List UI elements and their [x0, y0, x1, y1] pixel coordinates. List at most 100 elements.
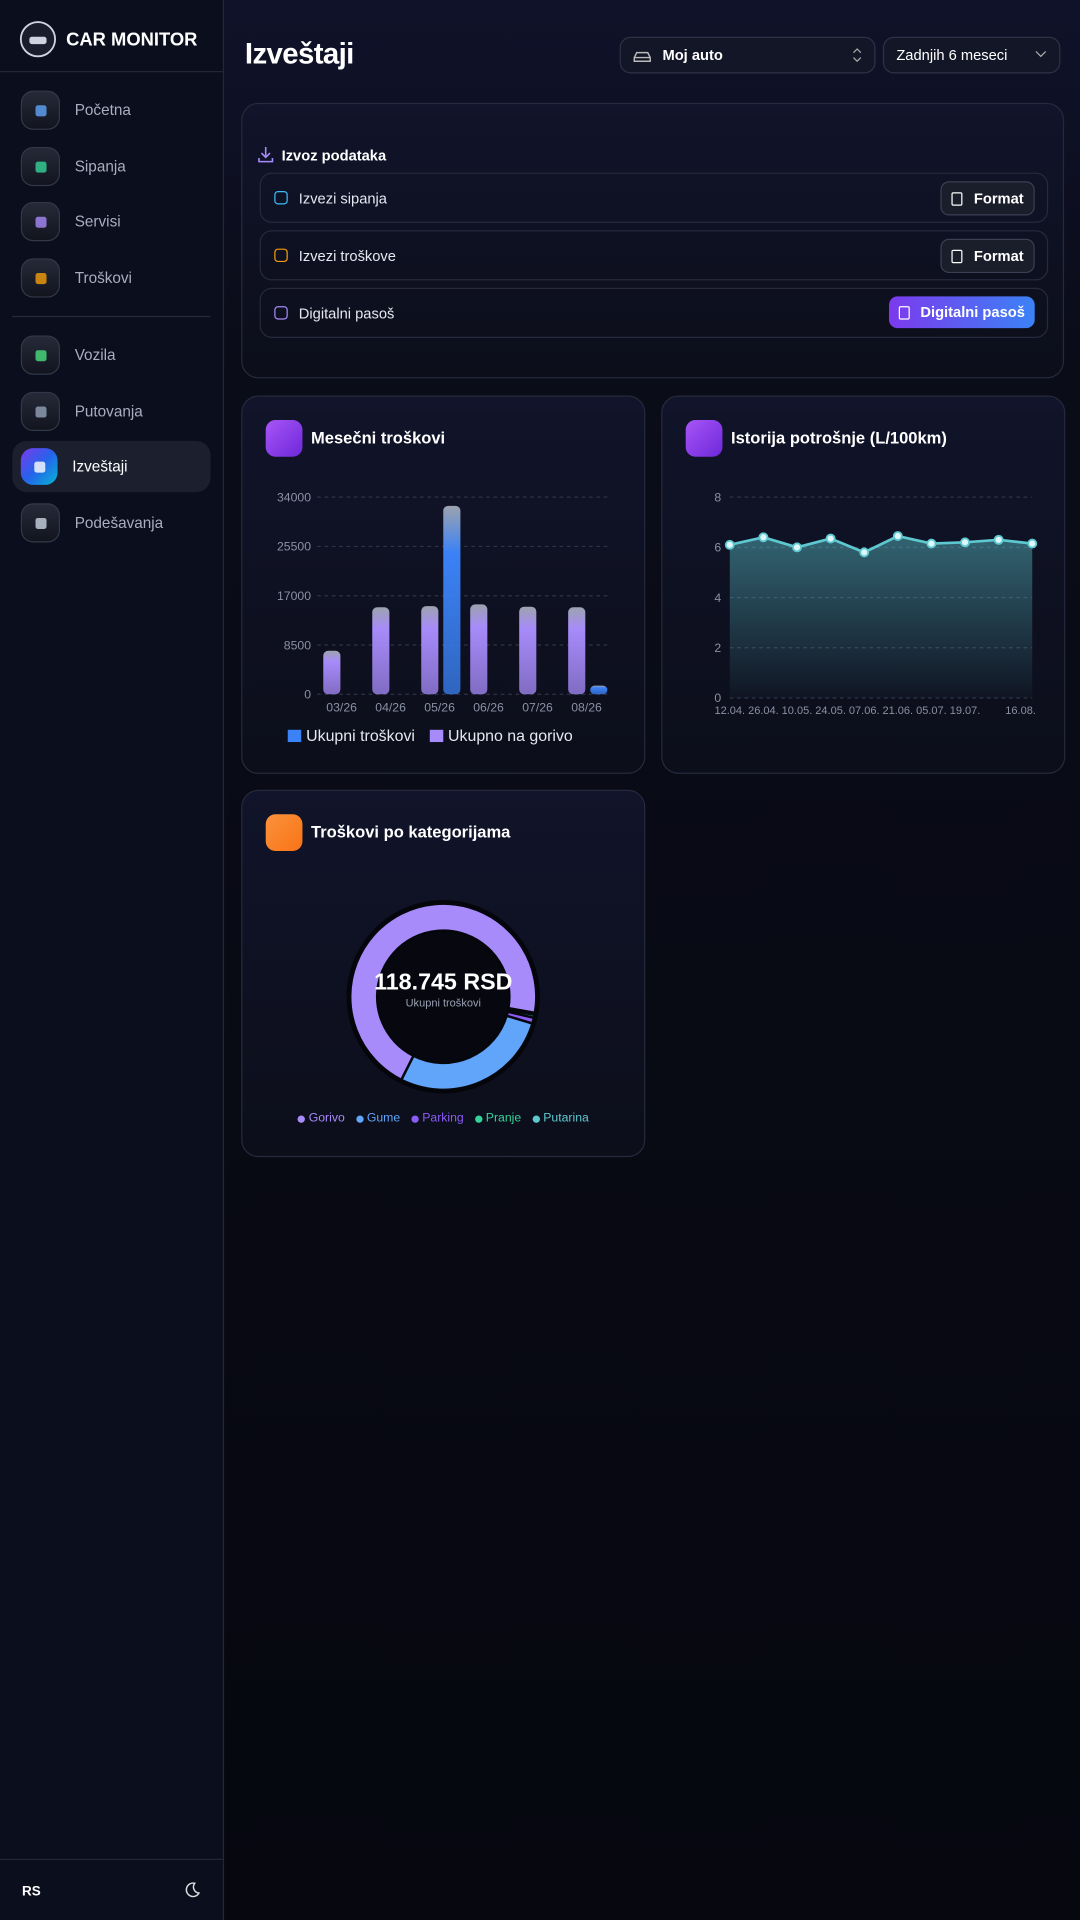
theme-toggle[interactable]: [184, 1881, 201, 1898]
nav-label: Vozila: [74, 346, 116, 364]
x-tick-label: 16.08.: [1005, 705, 1036, 717]
chart-title: Troškovi po kategorijama: [311, 822, 511, 842]
nav-icon: [20, 503, 61, 543]
logo: [19, 21, 57, 58]
y-tick-label: 8: [714, 490, 721, 504]
nav-item[interactable]: Putovanja: [12, 386, 210, 437]
y-tick-label: 17000: [277, 589, 311, 603]
row-label: Digitalni pasoš: [298, 304, 395, 322]
x-tick-label: 05.07.: [916, 705, 947, 717]
export-title: Izvoz podataka: [281, 146, 387, 165]
export-card: Izvoz podataka Izvezi sipanja Format Izvez…: [241, 102, 1065, 379]
bar: [519, 606, 537, 695]
point: [892, 531, 903, 542]
export-button[interactable]: Format: [940, 181, 1035, 216]
y-tick-label: 34000: [277, 490, 311, 504]
y-tick-label: 6: [714, 541, 721, 555]
legend-label: Putarina: [543, 1111, 589, 1126]
chart-icon: [265, 420, 303, 457]
nav-item[interactable]: Vozila: [12, 329, 210, 380]
nav-label: Početna: [74, 101, 131, 119]
legend: Gorivo Gume Parking Pranje Putarina: [242, 1112, 644, 1125]
divider: [0, 71, 223, 73]
nav-glyph: [34, 216, 46, 228]
x-tick-label: 06/26: [473, 700, 504, 714]
nav-glyph: [34, 405, 46, 417]
nav-glyph: [34, 272, 46, 284]
page-title: Izveštaji: [244, 37, 354, 72]
nav-item[interactable]: Početna: [12, 84, 210, 135]
x-tick-label: 12.04.: [714, 705, 745, 717]
app-title: CAR MONITOR: [66, 29, 198, 51]
nav-glyph: [34, 161, 46, 173]
chart-card: Istorija potrošnje (L/100km) 0 2 4 6 8 12.04. 2…: [661, 395, 1066, 774]
y-tick-label: 2: [714, 641, 721, 655]
nav-icon: [20, 90, 61, 130]
y-tick-label: 4: [714, 591, 721, 605]
period-select[interactable]: Zadnjih 6 meseci: [882, 36, 1061, 74]
nav-label: Sipanja: [74, 157, 126, 176]
x-tick-label: 19.07.: [950, 705, 981, 717]
button-label: Format: [973, 189, 1024, 207]
legend-label: Gume: [366, 1111, 401, 1126]
chart-card: Troškovi po kategorijama 118.745 RSD Ukupn…: [241, 789, 646, 1158]
nav-item[interactable]: Troškovi: [12, 252, 210, 303]
legend-item: Gorivo: [297, 1112, 345, 1125]
x-tick-label: 05/26: [424, 700, 455, 714]
chart-title: Istorija potrošnje (L/100km): [731, 428, 947, 447]
car-icon: [633, 51, 651, 62]
row-icon: [274, 306, 288, 320]
export-row: Izvezi sipanja Format: [259, 172, 1049, 223]
divider: [0, 1858, 223, 1861]
row-icon: [274, 248, 288, 263]
x-tick-label: 10.05.: [782, 705, 813, 717]
nav-item[interactable]: Izveštaji: [12, 440, 211, 493]
slice: [506, 1006, 537, 1017]
export-row: Digitalni pasoš Digitalni pasoš: [259, 287, 1049, 338]
legend-label: Pranje: [485, 1111, 522, 1126]
bar: [421, 606, 439, 695]
point: [926, 538, 937, 549]
row-icon: [274, 191, 288, 205]
nav-glyph: [34, 104, 46, 116]
language[interactable]: RS: [22, 1884, 41, 1900]
nav-item[interactable]: Podešavanja: [12, 497, 210, 548]
button-icon: [951, 191, 963, 206]
nav-icon: [20, 391, 61, 432]
bar: [590, 685, 608, 695]
legend-label: Parking: [422, 1111, 464, 1126]
legend-item: Putarina: [532, 1112, 589, 1125]
line: [729, 534, 1033, 554]
bar: [568, 607, 586, 695]
nav-icon: [20, 202, 61, 242]
nav-glyph: [33, 461, 45, 473]
slice: [399, 1014, 534, 1091]
export-button[interactable]: Digitalni pasoš: [888, 296, 1035, 329]
x-tick-label: 07/26: [522, 700, 553, 714]
y-tick-label: 0: [304, 688, 311, 702]
point: [758, 532, 769, 543]
chart-title: Mesečni troškovi: [311, 428, 446, 447]
nav-label: Podešavanja: [74, 514, 164, 532]
export-button[interactable]: Format: [940, 238, 1035, 274]
legend: Ukupni troškovi Ukupno na gorivo: [287, 726, 573, 744]
nav-item[interactable]: Servisi: [12, 196, 210, 247]
nav-icon: [20, 258, 61, 298]
bar: [443, 505, 461, 695]
y-tick-label: 25500: [277, 540, 311, 554]
x-tick-label: 26.04.: [748, 705, 779, 717]
chart: 0 2 4 6 8 12.04. 26.04. 10.05. 24.05. 07.06. 21.06…: [714, 490, 1038, 717]
nav-label: Putovanja: [74, 402, 143, 421]
nav-item[interactable]: Sipanja: [12, 141, 210, 192]
button-label: Digitalni pasoš: [920, 303, 1025, 321]
center-sublabel: Ukupni troškovi: [406, 998, 481, 1010]
vehicle-select[interactable]: Moj auto: [619, 36, 876, 74]
point: [993, 534, 1004, 545]
download-icon: [258, 146, 274, 163]
legend-item: Ukupno na gorivo: [429, 726, 573, 744]
hole: [378, 931, 509, 1062]
bar: [470, 604, 488, 695]
legend-swatch: [297, 1114, 306, 1123]
legend-swatch: [474, 1114, 483, 1123]
